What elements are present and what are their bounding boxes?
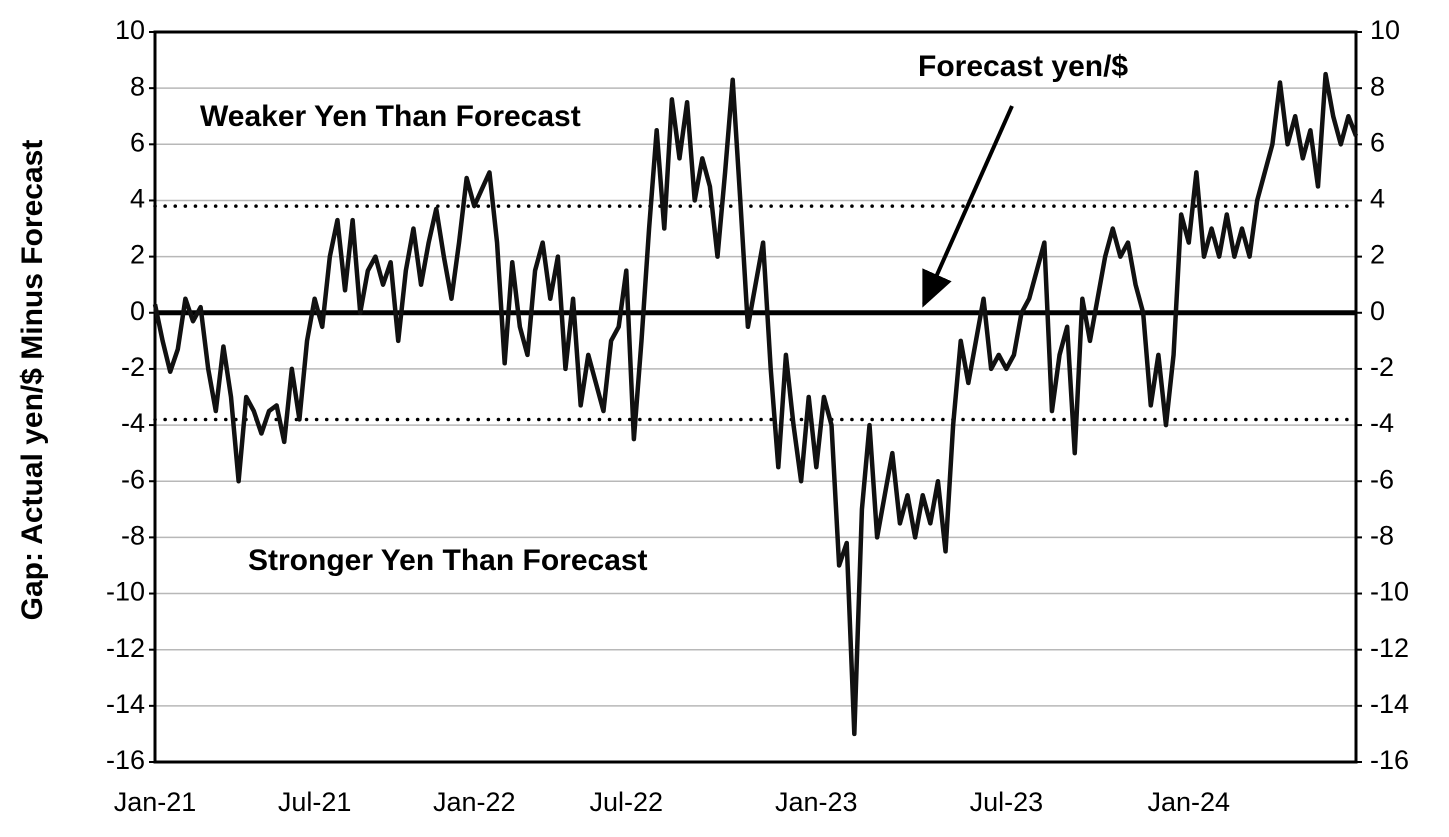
y-tick-label: 4	[130, 184, 145, 214]
y2-tick-label: -10	[1370, 577, 1409, 607]
x-tick-label: Jan-24	[1147, 787, 1230, 817]
y2-tick-label: -8	[1370, 521, 1394, 551]
y2-tick-label: 2	[1370, 240, 1385, 270]
y-tick-label: 6	[130, 127, 145, 157]
grid	[155, 31, 1356, 763]
y-axis-title: Gap: Actual yen/$ Minus Forecast	[16, 140, 49, 621]
y-tick-label: -16	[106, 745, 145, 775]
y-tick-label: 10	[115, 15, 145, 45]
y-tick-label: 8	[130, 71, 145, 101]
x-tick-label: Jan-21	[114, 787, 197, 817]
x-tick-label: Jul-21	[278, 787, 352, 817]
y-tick-label: -8	[121, 521, 145, 551]
y-tick-label: 2	[130, 240, 145, 270]
y2-tick-label: -4	[1370, 408, 1394, 438]
y2-tick-label: -14	[1370, 689, 1409, 719]
x-tick-label: Jul-22	[590, 787, 664, 817]
y-tick-label: -4	[121, 408, 145, 438]
annotation-arrow	[922, 105, 1014, 308]
y-tick-label: -10	[106, 577, 145, 607]
y2-tick-label: 8	[1370, 71, 1385, 101]
y2-tick-label: -2	[1370, 352, 1394, 382]
plot: -16 -14 -12 -10 -8 -6 -4 -2 0 2 4 6 8 10 -16 -14 -12 -10 -…	[106, 15, 1409, 817]
y2-tick-label: 6	[1370, 127, 1385, 157]
y2-tick-label: -12	[1370, 633, 1409, 663]
y-tick-label: 0	[130, 296, 145, 326]
annotation-forecast: Forecast yen/$	[918, 50, 1128, 83]
annotation-weaker: Weaker Yen Than Forecast	[200, 100, 581, 133]
y2-tick-label: 10	[1370, 15, 1400, 45]
y2-tick-label: 4	[1370, 184, 1385, 214]
data-line	[152, 71, 1359, 737]
y2-tick-label: -16	[1370, 745, 1409, 775]
x-tick-label: Jan-22	[433, 787, 516, 817]
y2-tick-label: 0	[1370, 296, 1385, 326]
y2-tick-label: -6	[1370, 464, 1394, 494]
y-tick-label: -14	[106, 689, 145, 719]
annotation-stronger: Stronger Yen Than Forecast	[248, 544, 648, 577]
y-tick-label: -6	[121, 464, 145, 494]
y-tick-label: -2	[121, 352, 145, 382]
y-tick-label: -12	[106, 633, 145, 663]
x-tick-label: Jul-23	[970, 787, 1044, 817]
x-tick-label: Jan-23	[775, 787, 858, 817]
plot-frame	[153, 30, 1358, 764]
